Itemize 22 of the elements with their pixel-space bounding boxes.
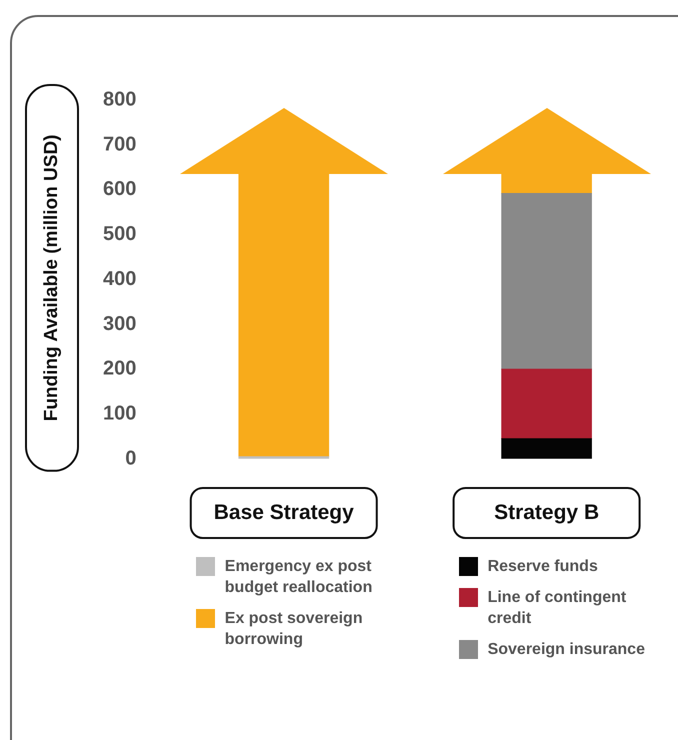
x-tick-label: Strategy B [494, 501, 600, 524]
y-axis-title: Funding Available (million USD) [41, 134, 62, 422]
y-tick-label: 800 [102, 88, 136, 111]
y-tick-label: 500 [102, 223, 136, 246]
bar [501, 438, 592, 459]
bar [501, 192, 592, 370]
legend-label: Reserve funds [488, 557, 598, 577]
y-tick-label: 700 [102, 133, 136, 156]
legend-label: Emergency ex post budget reallocation [224, 557, 374, 598]
bar [238, 456, 330, 459]
y-tick-label: 200 [102, 358, 136, 380]
y-tick-label: 400 [102, 268, 136, 290]
legend-label: Line of contingent credit [488, 588, 628, 629]
x-tick-label: Base Strategy [214, 501, 354, 524]
bar [501, 368, 592, 439]
legend-label: Sovereign insurance [488, 640, 645, 660]
y-tick-label: 0 [125, 447, 136, 470]
y-tick-label: 100 [102, 402, 136, 424]
y-tick-label: 300 [102, 312, 136, 335]
bar [501, 173, 592, 194]
legend-label: Ex post sovereign borrowing [224, 609, 364, 650]
y-tick-label: 600 [102, 178, 136, 200]
